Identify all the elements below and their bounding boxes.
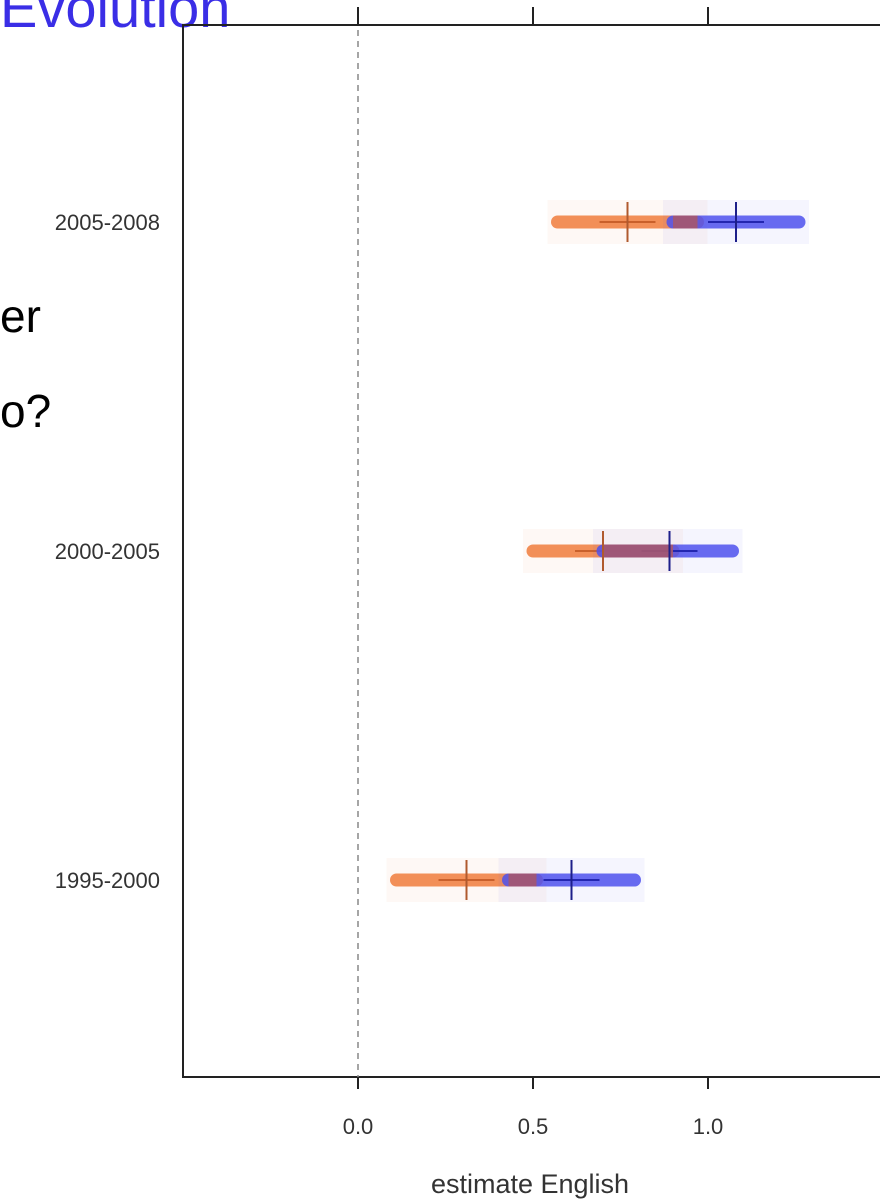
x-tick-label: 1.0 — [693, 1114, 724, 1139]
y-category-label: 1995-2000 — [55, 868, 160, 893]
slide-text-line-2: o? — [0, 385, 52, 437]
x-tick-label: 0.0 — [343, 1114, 374, 1139]
y-category-label: 2005-2008 — [55, 210, 160, 235]
plot-frame — [182, 24, 880, 1078]
y-category-label: 2000-2005 — [55, 539, 160, 564]
slide-text-line-1: er — [0, 290, 41, 342]
slide-title: Evolution — [0, 0, 231, 39]
x-axis-label: estimate English — [431, 1169, 629, 1199]
x-tick-label: 0.5 — [518, 1114, 549, 1139]
